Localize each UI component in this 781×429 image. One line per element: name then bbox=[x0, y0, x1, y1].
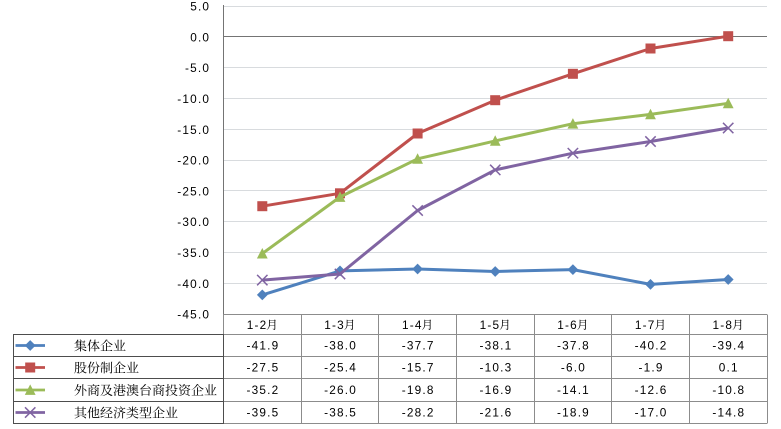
svg-text:1-5: 1-5 bbox=[480, 318, 501, 332]
svg-text:1-2: 1-2 bbox=[247, 318, 268, 332]
svg-text:-37.8: -37.8 bbox=[557, 339, 590, 353]
svg-text:-45.0: -45.0 bbox=[177, 308, 210, 322]
svg-text:-18.9: -18.9 bbox=[557, 406, 590, 420]
svg-text:1-7: 1-7 bbox=[635, 318, 656, 332]
svg-text:-38.1: -38.1 bbox=[479, 339, 512, 353]
svg-text:-39.4: -39.4 bbox=[712, 339, 745, 353]
svg-text:-30.0: -30.0 bbox=[177, 215, 210, 229]
svg-text:5.0: 5.0 bbox=[190, 0, 210, 14]
svg-text:-5.0: -5.0 bbox=[185, 61, 210, 75]
svg-text:-1.9: -1.9 bbox=[639, 361, 664, 375]
svg-text:-6.0: -6.0 bbox=[561, 361, 586, 375]
svg-text:1-8: 1-8 bbox=[713, 318, 734, 332]
svg-text:-25.4: -25.4 bbox=[324, 361, 357, 375]
svg-text:-17.0: -17.0 bbox=[635, 406, 668, 420]
svg-text:-19.8: -19.8 bbox=[402, 383, 435, 397]
svg-text:-35.2: -35.2 bbox=[246, 383, 279, 397]
svg-text:-15.7: -15.7 bbox=[402, 361, 435, 375]
svg-text:-38.0: -38.0 bbox=[324, 339, 357, 353]
svg-text:1-6: 1-6 bbox=[557, 318, 578, 332]
svg-text:-28.2: -28.2 bbox=[402, 406, 435, 420]
svg-text:-35.0: -35.0 bbox=[177, 246, 210, 260]
svg-text:-39.5: -39.5 bbox=[246, 406, 279, 420]
svg-text:-10.3: -10.3 bbox=[479, 361, 512, 375]
svg-text:0.0: 0.0 bbox=[190, 30, 210, 44]
svg-text:-27.5: -27.5 bbox=[246, 361, 279, 375]
svg-text:-37.7: -37.7 bbox=[402, 339, 435, 353]
svg-text:-41.9: -41.9 bbox=[246, 339, 279, 353]
svg-text:-25.0: -25.0 bbox=[177, 184, 210, 198]
svg-text:-15.0: -15.0 bbox=[177, 123, 210, 137]
svg-text:-40.2: -40.2 bbox=[635, 339, 668, 353]
svg-text:1-4: 1-4 bbox=[402, 318, 423, 332]
svg-text:-14.8: -14.8 bbox=[712, 406, 745, 420]
svg-text:-10.8: -10.8 bbox=[712, 383, 745, 397]
svg-text:-38.5: -38.5 bbox=[324, 406, 357, 420]
svg-text:-12.6: -12.6 bbox=[635, 383, 668, 397]
svg-text:0.1: 0.1 bbox=[719, 361, 739, 375]
svg-text:-16.9: -16.9 bbox=[479, 383, 512, 397]
svg-text:-40.0: -40.0 bbox=[177, 277, 210, 291]
svg-text:-20.0: -20.0 bbox=[177, 154, 210, 168]
svg-text:-14.1: -14.1 bbox=[557, 383, 590, 397]
svg-text:1-3: 1-3 bbox=[324, 318, 345, 332]
svg-text:-10.0: -10.0 bbox=[177, 92, 210, 106]
svg-text:-21.6: -21.6 bbox=[479, 406, 512, 420]
svg-text:-26.0: -26.0 bbox=[324, 383, 357, 397]
